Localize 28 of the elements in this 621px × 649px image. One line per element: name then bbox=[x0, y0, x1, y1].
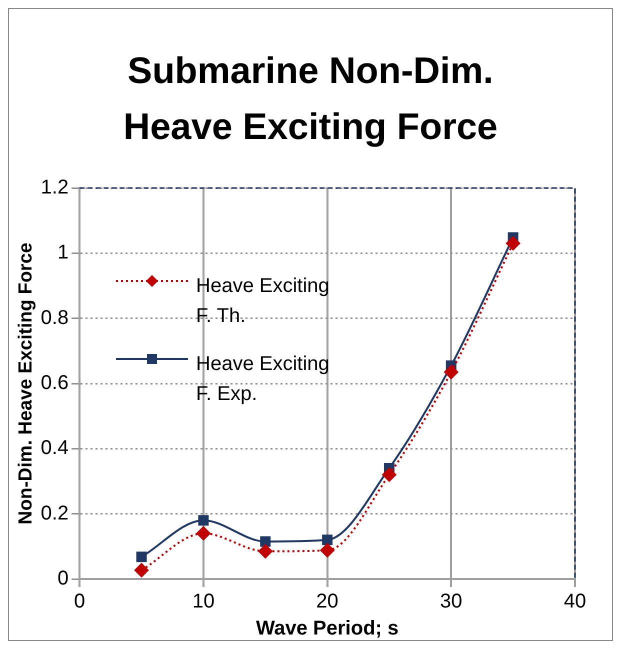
y-tick-label: 0.6 bbox=[40, 372, 69, 394]
x-tick-label: 10 bbox=[192, 590, 215, 613]
y-tick-label: 0.2 bbox=[40, 502, 69, 524]
legend-label: Heave Exciting F. Exp. bbox=[196, 352, 330, 407]
point bbox=[382, 468, 396, 482]
point bbox=[506, 236, 520, 250]
y-tick-label: 0.4 bbox=[40, 437, 69, 460]
point bbox=[260, 536, 271, 547]
point bbox=[136, 552, 147, 562]
point bbox=[444, 365, 458, 380]
point bbox=[134, 563, 149, 578]
x-tick-label: 20 bbox=[316, 590, 338, 613]
point bbox=[198, 515, 209, 526]
point bbox=[322, 534, 333, 546]
x-tick-label: 40 bbox=[564, 590, 586, 613]
x-tick-label: 30 bbox=[440, 590, 462, 613]
x-tick-label: 0 bbox=[74, 590, 86, 613]
point bbox=[258, 544, 272, 558]
chart-title: Submarine Non-Dim. Heave Exciting Force bbox=[122, 49, 499, 149]
legend-label: Heave Exciting F. Th. bbox=[196, 274, 330, 329]
y-axis-title: Non-Dim. Heave Exciting Force bbox=[16, 242, 37, 524]
point bbox=[320, 543, 334, 558]
x-axis-title: Wave Period; s bbox=[256, 618, 399, 640]
y-tick-label: 1.2 bbox=[40, 176, 69, 199]
y-tick-label: 0 bbox=[57, 568, 69, 590]
point bbox=[196, 526, 210, 540]
y-tick-label: 1 bbox=[57, 242, 69, 264]
y-tick-label: 0.8 bbox=[40, 306, 69, 329]
